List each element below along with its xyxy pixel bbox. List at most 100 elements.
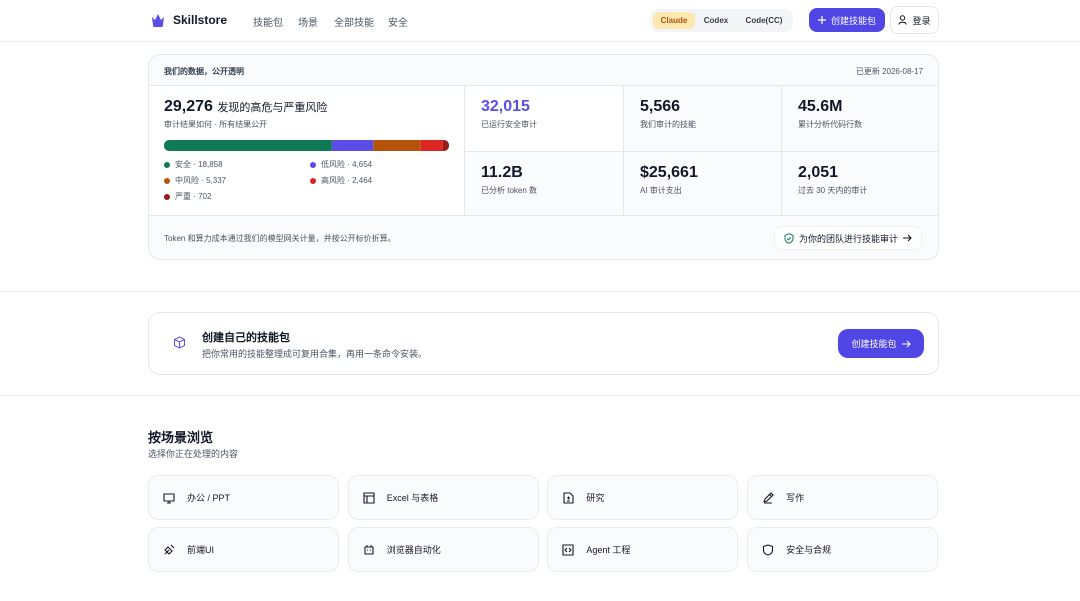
scene-card[interactable]: 浏览器自动化 xyxy=(347,527,539,572)
metric-cell: 5,566 我们审计的技能 xyxy=(623,86,781,151)
create-desc: 把你常用的技能整理成可复用合集，再用一条命令安装。 xyxy=(202,349,428,359)
scene-card[interactable]: Excel 与表格 xyxy=(347,475,539,520)
scene-card[interactable]: Agent 工程 xyxy=(547,527,739,572)
legend-label: 高风险 · 2,464 xyxy=(321,176,373,185)
metric-cell: 11.2B 已分析 token 数 xyxy=(464,151,623,216)
user-icon xyxy=(898,15,908,25)
metric-label: 已分析 token 数 xyxy=(481,186,538,195)
separator xyxy=(0,291,1080,292)
create-button[interactable]: 创建技能包 xyxy=(809,8,885,32)
scene-label: Agent 工程 xyxy=(586,545,631,555)
legend-label: 中风险 · 5,337 xyxy=(175,176,227,185)
scene-label: 浏览器自动化 xyxy=(386,545,441,555)
legend-dot xyxy=(164,193,170,200)
metric-value: 45.6M xyxy=(798,98,843,115)
label: 创建技能包 xyxy=(851,339,897,349)
scene-label: 办公 / PPT xyxy=(187,493,231,503)
divider xyxy=(149,215,938,216)
scene-icon xyxy=(563,491,574,504)
scene-icon xyxy=(562,543,574,556)
metric-value: 5,566 xyxy=(640,98,681,115)
nav-link[interactable]: 安全 xyxy=(388,18,408,29)
scene-icon xyxy=(363,491,375,504)
scene-label: Excel 与表格 xyxy=(386,493,439,503)
metric-value: 11.2B xyxy=(481,164,523,181)
audit-count: 29,276 xyxy=(164,98,213,115)
scene-card[interactable]: 写作 xyxy=(747,475,939,520)
scene-card[interactable]: 前端UI xyxy=(148,527,339,572)
metric-value: 2,051 xyxy=(798,164,839,181)
icon-path xyxy=(164,544,175,555)
metric-label: 累计分析代码行数 xyxy=(798,120,862,129)
risk-segment xyxy=(331,140,374,151)
legend-dot xyxy=(310,161,316,168)
scene-label: 前端UI xyxy=(187,545,215,555)
nav-link[interactable]: 全部技能 xyxy=(334,18,374,29)
audit-button[interactable]: 为你的团队进行技能审计 xyxy=(774,226,922,250)
metric-cell: 32,015 已运行安全审计 xyxy=(464,86,623,151)
risk-bar xyxy=(164,140,449,151)
stats-header: 我们的数据，公开透明 xyxy=(164,67,244,76)
metric-label: 过去 30 天内的审计 xyxy=(798,186,868,195)
nav-link[interactable]: 技能包 xyxy=(253,18,283,29)
scenes-title: 按场景浏览 xyxy=(148,430,214,445)
create-title: 创建自己的技能包 xyxy=(202,332,290,344)
metrics-grid: 32,015 已运行安全审计 5,566 我们审计的技能 45.6M 累计分析代码行数 11… xyxy=(464,86,938,216)
scene-card[interactable]: 研究 xyxy=(547,475,739,520)
icon-path xyxy=(163,492,175,504)
metric-label: 已运行安全审计 xyxy=(481,120,537,129)
icon-path xyxy=(364,544,374,555)
tab[interactable]: Codex xyxy=(703,16,729,25)
nav-link[interactable]: 场景 xyxy=(298,18,318,29)
top-nav: Skillstore 技能包 场景 全部技能 安全 Claude Codex Code… xyxy=(0,0,1080,42)
create-card: 创建自己的技能包 把你常用的技能整理成可复用合集，再用一条命令安装。 创建技能包 xyxy=(148,312,939,375)
metric-cell: $25,661 AI 审计支出 xyxy=(623,151,781,216)
metric-value: $25,661 xyxy=(640,164,698,181)
audit-panel: 29,276 发现的高危与严重风险 审计结果如何 · 所有结果公开 安全 · 1… xyxy=(149,86,464,215)
scene-icon xyxy=(164,544,175,555)
legend-label: 严重 · 702 xyxy=(175,192,212,201)
arrow-icon xyxy=(901,340,911,347)
agent-tabs: Claude Codex Code(CC) xyxy=(650,9,793,32)
scene-label: 研究 xyxy=(586,493,605,503)
scene-label: 写作 xyxy=(786,493,805,503)
label: 为你的团队进行技能审计 xyxy=(798,233,898,244)
separator xyxy=(0,395,1080,396)
scene-icon xyxy=(763,491,774,504)
audit-headline: 29,276 发现的高危与严重风险 xyxy=(164,98,327,116)
tab[interactable]: Code(CC) xyxy=(745,16,783,25)
risk-segment xyxy=(420,140,443,151)
segments xyxy=(164,140,449,151)
legend-dot xyxy=(164,177,170,184)
plus-icon xyxy=(817,16,826,24)
note: Token 和算力成本通过我们的模型网关计量，并按公开标价折算。 xyxy=(164,234,396,243)
login-button[interactable]: 登录 xyxy=(890,6,939,34)
metric-cell: 45.6M 累计分析代码行数 xyxy=(781,86,938,151)
metric-label: AI 审计支出 xyxy=(640,186,682,195)
legend-dot xyxy=(164,161,170,168)
scene-card[interactable]: 办公 / PPT xyxy=(148,475,339,520)
updated: 已更新 2026-08-17 xyxy=(855,67,923,76)
tab[interactable]: Claude xyxy=(653,12,695,29)
icon-path xyxy=(763,543,774,556)
shield-icon xyxy=(784,232,794,244)
icon-path xyxy=(563,491,574,504)
brand[interactable]: Skillstore xyxy=(173,13,228,27)
legend-label: 低风险 · 4,654 xyxy=(321,160,373,169)
legend-label: 安全 · 18,858 xyxy=(175,160,223,169)
stats-card: 我们的数据，公开透明 已更新 2026-08-17 29,276 发现的高危与严… xyxy=(148,54,939,260)
audit-count-label: 发现的高危与严重风险 xyxy=(217,102,328,114)
risk-segment xyxy=(442,140,449,151)
logo xyxy=(152,14,164,27)
legend-dot xyxy=(310,177,316,184)
scene-label: 安全与合规 xyxy=(786,545,832,555)
legend-item: 严重 · 702 xyxy=(164,191,211,202)
scene-icon xyxy=(364,544,374,555)
legend-item: 高风险 · 2,464 xyxy=(310,175,372,186)
create-button[interactable]: 创建技能包 xyxy=(838,329,924,358)
scene-icon xyxy=(163,492,175,504)
scenes-subtitle: 选择你正在处理的内容 xyxy=(148,449,239,459)
scene-card[interactable]: 安全与合规 xyxy=(747,527,939,572)
box-icon xyxy=(174,336,185,349)
